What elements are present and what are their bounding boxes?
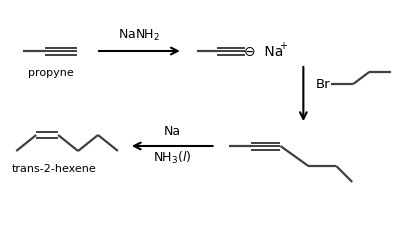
Text: Br: Br bbox=[316, 78, 330, 91]
Text: trans-2-hexene: trans-2-hexene bbox=[12, 163, 96, 173]
Text: NaNH$_2$: NaNH$_2$ bbox=[119, 28, 160, 43]
Text: +: + bbox=[279, 41, 287, 51]
Text: Na: Na bbox=[261, 45, 284, 59]
Text: Na: Na bbox=[164, 124, 181, 137]
Text: propyne: propyne bbox=[28, 68, 74, 78]
Text: NH$_3$($\it{l}$): NH$_3$($\it{l}$) bbox=[153, 149, 191, 165]
Text: ⊖: ⊖ bbox=[244, 45, 255, 59]
